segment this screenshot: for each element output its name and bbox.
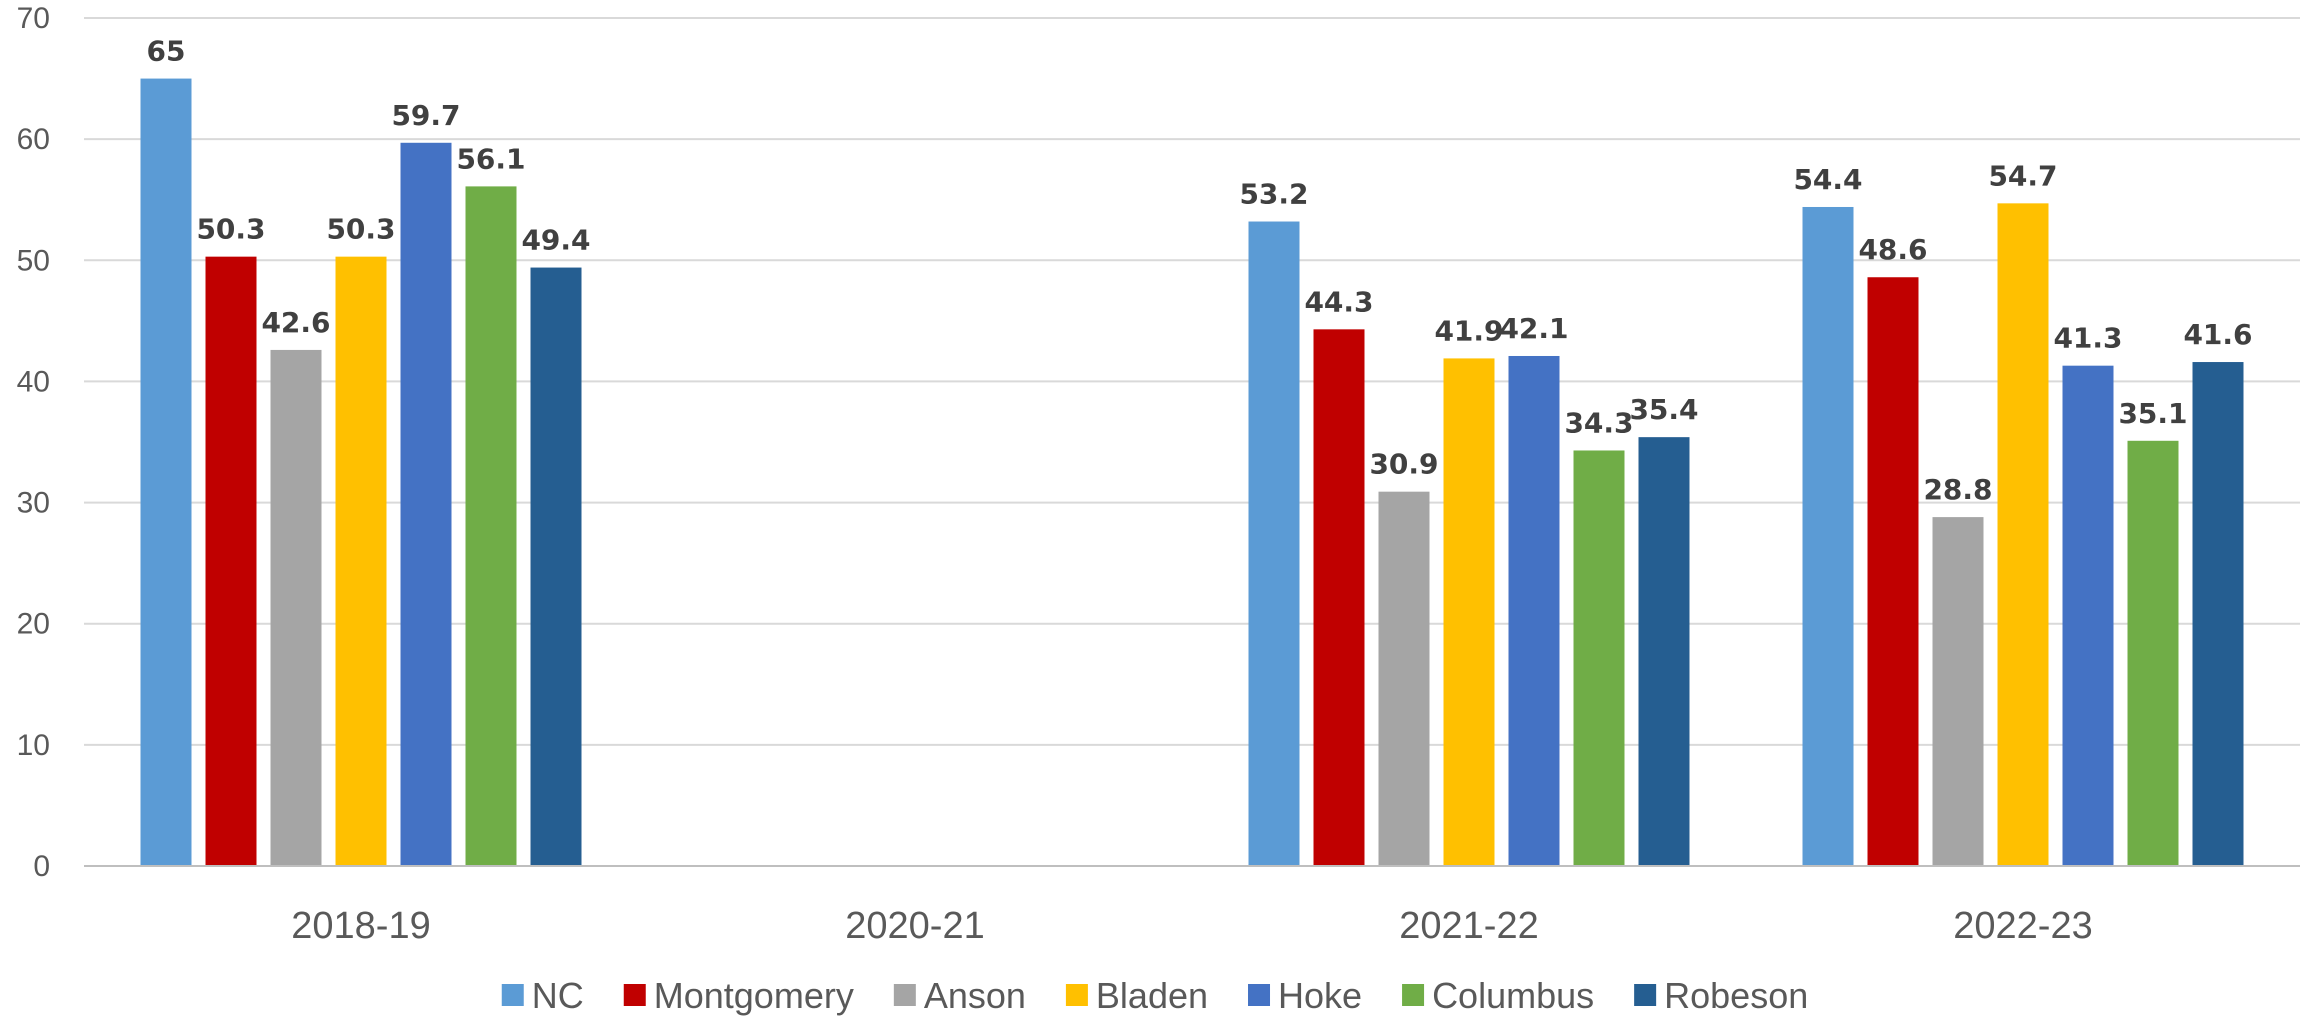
bars: [140, 78, 2244, 867]
legend: NC Montgomery Anson Bladen Hoke Columbus Robes…: [501, 975, 1808, 1016]
legend-item-columbus: Columbus: [1402, 975, 1594, 1016]
bar-hoke-2022-23: [2062, 365, 2114, 866]
data-labels: 65 50.3 42.6 50.3 59.7 56.1 49.4 53.2 44.3 30.9 41…: [147, 35, 2253, 507]
legend-swatch: [893, 984, 916, 1006]
bar-montgomery-2021-22: [1313, 329, 1365, 866]
x-axis: 2018-19 2020-21 2021-22 2022-23: [84, 865, 2300, 947]
bar-hoke-2018-19: [400, 142, 452, 866]
legend-swatch: [1065, 984, 1088, 1006]
bar-robeson-2018-19: [530, 267, 582, 866]
legend-swatch: [1402, 984, 1425, 1006]
legend-swatch: [623, 984, 646, 1006]
y-tick-label: 40: [17, 365, 50, 398]
legend-item-robeson: Robeson: [1634, 975, 1808, 1016]
legend-item-bladen: Bladen: [1065, 975, 1208, 1016]
data-label: 28.8: [1923, 473, 1992, 506]
legend-item-anson: Anson: [893, 975, 1026, 1016]
legend-label: Robeson: [1664, 975, 1808, 1016]
y-tick-label: 70: [17, 2, 50, 35]
data-label: 54.7: [1988, 159, 2057, 192]
legend-label: Columbus: [1432, 975, 1594, 1016]
bar-bladen-2018-19: [335, 256, 387, 866]
legend-swatch: [1634, 984, 1657, 1006]
y-tick-label: 50: [17, 244, 50, 277]
legend-label: Anson: [924, 975, 1026, 1016]
y-tick-label: 10: [17, 729, 50, 762]
data-label: 56.1: [456, 142, 525, 175]
x-tick-label: 2022-23: [1953, 905, 2092, 947]
y-axis: 0 10 20 30 40 50 60 70: [17, 2, 50, 883]
bar-anson-2018-19: [270, 349, 322, 867]
bar-hoke-2021-22: [1508, 355, 1560, 866]
data-label: 65: [147, 35, 186, 68]
bar-montgomery-2018-19: [205, 256, 257, 866]
bar-bladen-2022-23: [1997, 203, 2049, 866]
bar-nc-2021-22: [1248, 221, 1300, 866]
bar-robeson-2022-23: [2192, 362, 2244, 866]
bar-anson-2021-22: [1378, 491, 1430, 866]
legend-item-hoke: Hoke: [1248, 975, 1362, 1016]
data-label: 41.3: [2053, 322, 2122, 355]
legend-swatch: [1248, 984, 1271, 1006]
x-tick-label: 2021-22: [1399, 905, 1538, 947]
legend-label: Hoke: [1278, 975, 1362, 1016]
bar-montgomery-2022-23: [1867, 277, 1919, 866]
legend-item-nc: NC: [501, 975, 584, 1016]
data-label: 42.6: [261, 306, 330, 339]
data-label: 30.9: [1369, 448, 1438, 481]
legend-label: NC: [532, 975, 584, 1016]
y-tick-label: 30: [17, 487, 50, 520]
data-label: 53.2: [1239, 178, 1308, 211]
data-label: 48.6: [1858, 233, 1927, 266]
x-tick-label: 2020-21: [845, 905, 984, 947]
bar-nc-2018-19: [140, 78, 192, 867]
legend-label: Bladen: [1096, 975, 1208, 1016]
bar-bladen-2021-22: [1443, 358, 1495, 866]
data-label: 41.6: [2183, 318, 2252, 351]
gridlines: [84, 17, 2300, 867]
data-label: 34.3: [1564, 406, 1633, 439]
data-label: 44.3: [1304, 285, 1373, 318]
y-tick-label: 20: [17, 608, 50, 641]
data-label: 35.4: [1629, 393, 1698, 426]
y-tick-label: 60: [17, 123, 50, 156]
data-label: 50.3: [326, 213, 395, 246]
legend-label: Montgomery: [654, 975, 854, 1016]
data-label: 42.1: [1499, 312, 1568, 345]
bar-anson-2022-23: [1932, 517, 1984, 866]
y-tick-label: 0: [33, 850, 50, 883]
legend-swatch: [501, 984, 524, 1006]
data-label: 35.1: [2118, 397, 2187, 430]
bar-nc-2022-23: [1802, 206, 1854, 867]
data-label: 50.3: [196, 213, 265, 246]
bar-columbus-2018-19: [465, 186, 517, 867]
data-label: 41.9: [1434, 314, 1503, 347]
bar-robeson-2021-22: [1638, 437, 1690, 866]
bar-columbus-2021-22: [1573, 450, 1625, 866]
data-label: 59.7: [391, 99, 460, 132]
data-label: 49.4: [521, 224, 590, 257]
x-tick-label: 2018-19: [291, 905, 430, 947]
bar-columbus-2022-23: [2127, 440, 2179, 866]
legend-item-montgomery: Montgomery: [623, 975, 854, 1016]
data-label: 54.4: [1793, 163, 1862, 196]
